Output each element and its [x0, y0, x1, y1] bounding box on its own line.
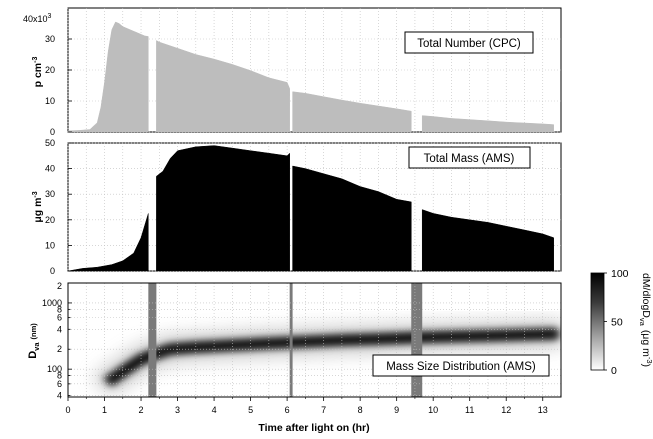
annotation-box — [404, 31, 534, 54]
colorbar-gradient — [590, 272, 605, 371]
number-area-series — [68, 21, 554, 132]
gridlines — [67, 283, 561, 397]
area-segment — [292, 165, 412, 271]
y-tick-label-top: 2 — [57, 281, 62, 291]
x-tick-label: 9 — [394, 405, 399, 415]
annotation-total-mass: Total Mass (AMS) — [424, 153, 515, 165]
y-tick-label: 30 — [45, 189, 55, 199]
y-tick-label: 8 — [57, 371, 62, 381]
x-axis-label: Time after light on (hr) — [258, 422, 369, 434]
x-tick-label: 3 — [175, 405, 180, 415]
x-ticks: 0 1 2 3 4 5 6 7 8 9 10 11 12 13 — [65, 397, 548, 415]
panel-total-number: 0 10 20 30 40x103 p cm-3 Total Number (CPC) — [23, 7, 562, 137]
x-tick-label: 11 — [465, 405, 474, 415]
area-segment — [68, 213, 149, 271]
panel-frame — [67, 282, 562, 398]
heatmap-gap-band — [148, 283, 157, 397]
y-tick-label: 0 — [50, 127, 55, 137]
y-tick-label: 20 — [45, 215, 55, 225]
y-tick-label: 6 — [57, 379, 62, 389]
x-tick-label: 10 — [428, 405, 438, 415]
colorbar-tick-label: 100 — [611, 268, 629, 280]
x-tick-label: 0 — [65, 405, 70, 415]
annotation-box — [408, 146, 531, 169]
area-segment — [156, 40, 290, 132]
y-ticks: 0 10 20 30 — [45, 7, 72, 137]
y-ticks: 0 10 20 30 40 50 — [45, 138, 72, 276]
y-axis-label-mass: μg m-3 — [32, 191, 44, 222]
colorbar-label: dM/dlogDva(μg m-3) — [638, 273, 653, 367]
y-tick-label: 50 — [45, 138, 55, 148]
area-segment — [156, 145, 290, 271]
y-tick-label: 100 — [47, 364, 62, 374]
x-tick-label: 8 — [358, 405, 363, 415]
x-tick-label: 5 — [248, 405, 253, 415]
x-tick-label: 6 — [285, 405, 290, 415]
y-tick-label: 40 — [45, 164, 55, 174]
y-tick-label: 0 — [50, 266, 55, 276]
heatmap-gap-band — [289, 283, 293, 397]
y-max-tick-label: 40x103 — [23, 13, 52, 24]
x-tick-label: 1 — [102, 405, 107, 415]
y-tick-label: 10 — [45, 240, 55, 250]
y-tick-label: 20 — [45, 65, 55, 75]
y-tick-label: 6 — [57, 313, 62, 323]
area-segment — [421, 209, 554, 271]
panel-total-mass: 0 10 20 30 40 50 μg m-3 Total Mass (AMS) — [32, 138, 562, 276]
y-axis-label-diameter: Dva(nm) — [27, 323, 41, 359]
colorbar: 100 50 0 dM/dlogDva(μg m-3) — [590, 268, 653, 377]
annotation-box — [372, 354, 550, 377]
annotation-size-distribution: Mass Size Distribution (AMS) — [386, 361, 536, 373]
y-tick-label: 10 — [45, 96, 55, 106]
x-tick-label: 2 — [139, 405, 144, 415]
mass-area-series — [68, 145, 554, 271]
annotation-total-number: Total Number (CPC) — [417, 38, 521, 50]
x-tick-label: 7 — [321, 405, 326, 415]
x-tick-label: 4 — [212, 405, 217, 415]
x-tick-label: 12 — [501, 405, 511, 415]
area-segment — [292, 91, 412, 132]
y-tick-label: 4 — [57, 324, 62, 334]
area-segment — [421, 115, 554, 132]
y-tick-label: 30 — [45, 34, 55, 44]
x-tick-label: 13 — [538, 405, 548, 415]
colorbar-tick-label: 50 — [611, 317, 623, 329]
y-axis-label-number: p cm-3 — [32, 57, 44, 88]
y-tick-label: 4 — [57, 391, 62, 401]
heatmap-gap-band — [411, 283, 423, 397]
colorbar-ticks: 100 50 0 — [604, 268, 629, 377]
y-tick-label: 8 — [57, 304, 62, 314]
area-segment — [68, 21, 149, 132]
colorbar-tick-label: 0 — [611, 365, 617, 377]
y-tick-label: 2 — [57, 344, 62, 354]
y-tick-label: 1000 — [42, 298, 62, 308]
